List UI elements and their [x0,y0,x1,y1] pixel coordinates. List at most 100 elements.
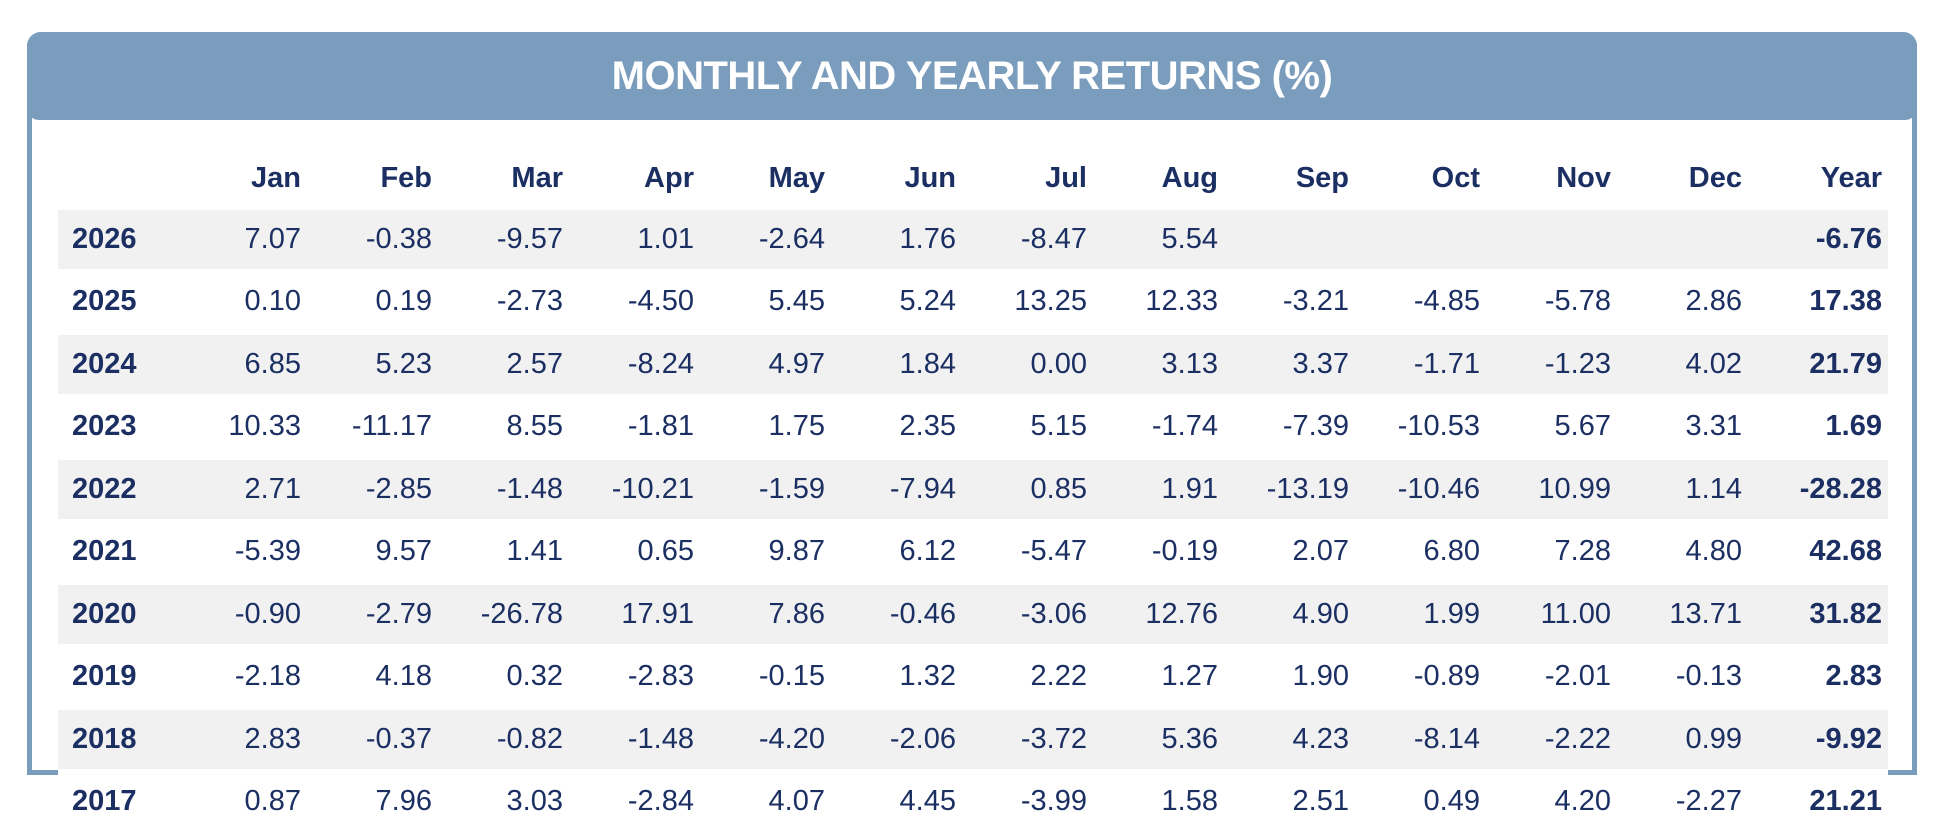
month-return-cell: -1.59 [700,458,831,521]
month-return-cell: -2.18 [176,646,307,709]
month-return-cell: 2.57 [438,333,569,396]
month-return-cell: -0.82 [438,708,569,771]
month-return-cell: 4.97 [700,333,831,396]
month-return-cell: -5.39 [176,521,307,584]
month-return-cell: -7.39 [1224,396,1355,459]
year-label: 2020 [58,583,176,646]
year-label: 2024 [58,333,176,396]
month-return-cell: 5.45 [700,271,831,334]
month-return-cell: 0.19 [307,271,438,334]
month-return-cell: 2.83 [176,708,307,771]
month-return-cell: -3.21 [1224,271,1355,334]
month-return-cell: 0.85 [962,458,1093,521]
month-return-cell: 4.20 [1486,771,1617,831]
column-header-oct: Oct [1355,150,1486,208]
month-return-cell: 4.23 [1224,708,1355,771]
month-return-cell: 0.32 [438,646,569,709]
year-label: 2018 [58,708,176,771]
year-label: 2025 [58,271,176,334]
month-return-cell: 4.18 [307,646,438,709]
year-label: 2019 [58,646,176,709]
month-return-cell: 7.86 [700,583,831,646]
column-header-feb: Feb [307,150,438,208]
month-return-cell: -9.57 [438,208,569,271]
year-label: 2023 [58,396,176,459]
month-return-cell: -10.46 [1355,458,1486,521]
year-total-cell: 21.21 [1748,771,1888,831]
month-return-cell: 3.03 [438,771,569,831]
month-return-cell: 1.75 [700,396,831,459]
month-return-cell [1224,208,1355,271]
column-header-sep: Sep [1224,150,1355,208]
month-return-cell: 12.76 [1093,583,1224,646]
year-total-cell: 17.38 [1748,271,1888,334]
column-header-dec: Dec [1617,150,1748,208]
month-return-cell: 4.90 [1224,583,1355,646]
year-label: 2021 [58,521,176,584]
month-return-cell: 6.85 [176,333,307,396]
month-return-cell: 9.87 [700,521,831,584]
month-return-cell: -2.83 [569,646,700,709]
month-return-cell: 2.22 [962,646,1093,709]
month-return-cell: -26.78 [438,583,569,646]
month-return-cell: -10.21 [569,458,700,521]
month-return-cell: 5.24 [831,271,962,334]
year-total-cell: 42.68 [1748,521,1888,584]
month-return-cell: -3.06 [962,583,1093,646]
month-return-cell: 0.65 [569,521,700,584]
month-return-cell: -2.27 [1617,771,1748,831]
month-return-cell: 1.58 [1093,771,1224,831]
month-return-cell: 13.71 [1617,583,1748,646]
month-return-cell: 5.67 [1486,396,1617,459]
column-header-year: Year [1748,150,1888,208]
month-return-cell: 7.96 [307,771,438,831]
column-header-aug: Aug [1093,150,1224,208]
month-return-cell: -1.81 [569,396,700,459]
month-return-cell: 1.41 [438,521,569,584]
month-return-cell: -0.46 [831,583,962,646]
month-return-cell: 8.55 [438,396,569,459]
month-return-cell: -10.53 [1355,396,1486,459]
corner-cell [58,150,176,208]
month-return-cell: -8.14 [1355,708,1486,771]
year-total-cell: -6.76 [1748,208,1888,271]
month-return-cell: 0.00 [962,333,1093,396]
month-return-cell: 4.80 [1617,521,1748,584]
month-return-cell [1355,208,1486,271]
month-return-cell: 4.45 [831,771,962,831]
month-return-cell: 7.28 [1486,521,1617,584]
month-return-cell: -0.15 [700,646,831,709]
month-return-cell: 0.87 [176,771,307,831]
month-return-cell [1617,208,1748,271]
year-total-cell: -28.28 [1748,458,1888,521]
month-return-cell: 17.91 [569,583,700,646]
month-return-cell: 5.15 [962,396,1093,459]
year-label: 2017 [58,771,176,831]
month-return-cell: -2.73 [438,271,569,334]
month-return-cell: -7.94 [831,458,962,521]
month-return-cell: -0.37 [307,708,438,771]
month-return-cell: 5.23 [307,333,438,396]
year-total-cell: 31.82 [1748,583,1888,646]
month-return-cell: -2.01 [1486,646,1617,709]
month-return-cell: -3.72 [962,708,1093,771]
month-return-cell: 10.33 [176,396,307,459]
column-header-mar: Mar [438,150,569,208]
month-return-cell: 12.33 [1093,271,1224,334]
year-total-cell: 1.69 [1748,396,1888,459]
month-return-cell: 0.49 [1355,771,1486,831]
month-return-cell: 2.35 [831,396,962,459]
month-return-cell: 2.71 [176,458,307,521]
month-return-cell: -11.17 [307,396,438,459]
month-return-cell: 10.99 [1486,458,1617,521]
month-return-cell: -4.20 [700,708,831,771]
month-return-cell: -8.24 [569,333,700,396]
month-return-cell: -2.06 [831,708,962,771]
